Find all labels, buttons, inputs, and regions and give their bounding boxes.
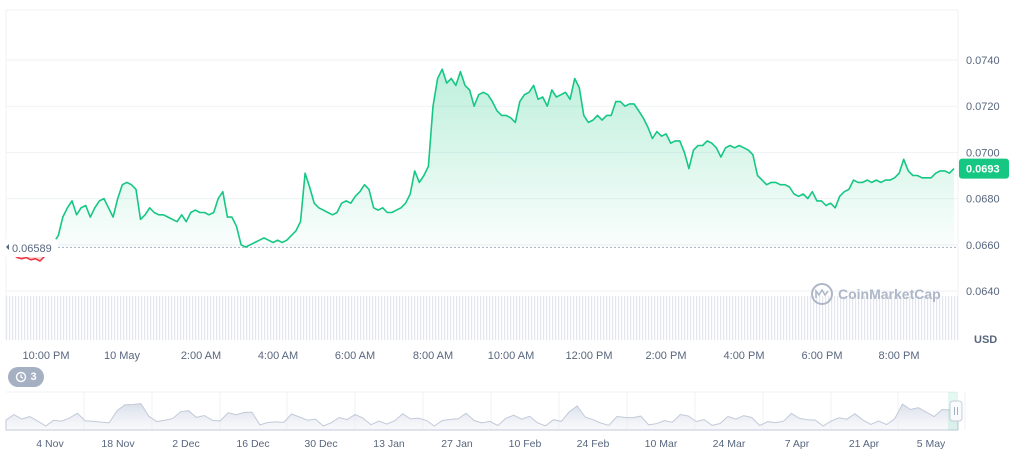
navigator-date-label: 24 Feb — [577, 438, 610, 450]
watermark-text: CoinMarketCap — [838, 286, 941, 302]
navigator-date-label: 13 Jan — [373, 438, 405, 450]
x-tick-label: 10:00 AM — [488, 350, 534, 362]
navigator-area — [5, 403, 959, 431]
y-tick-label: 0.0700 — [966, 147, 1000, 159]
x-tick-label: 4:00 AM — [258, 350, 298, 362]
x-tick-label: 12:00 PM — [565, 350, 612, 362]
open-price-label-bg — [4, 239, 58, 257]
navigator-date-label: 21 Apr — [849, 438, 880, 450]
coinmarketcap-logo-icon — [811, 283, 833, 305]
watermark: CoinMarketCap — [811, 283, 941, 305]
price-area-up — [47, 69, 955, 248]
navigator-handle[interactable] — [949, 400, 963, 422]
open-price-label: 0.06589 — [12, 243, 52, 255]
x-tick-label: 2:00 AM — [181, 350, 221, 362]
y-tick-label: 0.0640 — [966, 286, 1000, 298]
y-axis-ticks: 0.0740 0.0720 0.0700 0.0680 0.0660 0.0640 — [966, 55, 1000, 298]
navigator-date-label: 30 Dec — [304, 438, 337, 450]
navigator-date-label: 16 Dec — [236, 438, 269, 450]
x-tick-label: 8:00 AM — [413, 350, 453, 362]
volume-bars — [6, 296, 958, 340]
navigator-date-label: 7 Apr — [785, 438, 810, 450]
navigator-date-label: 24 Mar — [713, 438, 746, 450]
open-price-arrow-icon — [6, 244, 9, 250]
price-line-up — [46, 68, 955, 248]
currency-label: USD — [974, 334, 997, 346]
history-button[interactable]: 3 — [8, 367, 44, 387]
history-count: 3 — [30, 371, 37, 383]
navigator-date-labels: 4 Nov 18 Nov 2 Dec 16 Dec 30 Dec 13 Jan 27 Jan… — [36, 438, 946, 450]
y-tick-label: 0.0740 — [966, 55, 1000, 67]
navigator-date-label: 5 May — [917, 438, 946, 450]
current-price-badge-bg — [959, 158, 1009, 179]
x-tick-label: 6:00 AM — [335, 350, 375, 362]
open-price-marker: 0.06589 — [4, 239, 58, 257]
navigator-date-label: 4 Nov — [36, 438, 64, 450]
x-tick-label: 4:00 PM — [724, 350, 765, 362]
y-tick-label: 0.0660 — [966, 240, 1000, 252]
y-tick-label: 0.0720 — [966, 101, 1000, 113]
price-areas — [8, 69, 955, 261]
navigator-date-label: 10 Mar — [645, 438, 678, 450]
range-navigator[interactable]: 4 Nov 18 Nov 2 Dec 16 Dec 30 Dec 13 Jan 27 Jan… — [5, 391, 966, 450]
current-price-badge: 0.0693 — [959, 158, 1009, 179]
x-tick-label: 6:00 PM — [802, 350, 843, 362]
navigator-date-label: 10 Feb — [509, 438, 542, 450]
x-tick-label: 2:00 PM — [646, 350, 687, 362]
drag-handle-icon[interactable] — [949, 400, 963, 422]
current-price-label: 0.0693 — [966, 164, 1000, 176]
volume-area — [6, 296, 958, 340]
navigator-date-label: 2 Dec — [172, 438, 199, 450]
history-clock-icon — [16, 371, 27, 383]
x-tick-label: 8:00 PM — [879, 350, 920, 362]
y-tick-label: 0.0680 — [966, 194, 1000, 206]
navigator-date-label: 18 Nov — [101, 438, 135, 450]
x-tick-label: 10:00 PM — [22, 350, 69, 362]
coinmarketcap-logo-mark — [815, 288, 829, 298]
x-axis-ticks: 10:00 PM 10 May 2:00 AM 4:00 AM 6:00 AM 8:00 … — [22, 350, 919, 362]
navigator-date-label: 27 Jan — [441, 438, 473, 450]
x-tick-label: 10 May — [104, 350, 141, 362]
